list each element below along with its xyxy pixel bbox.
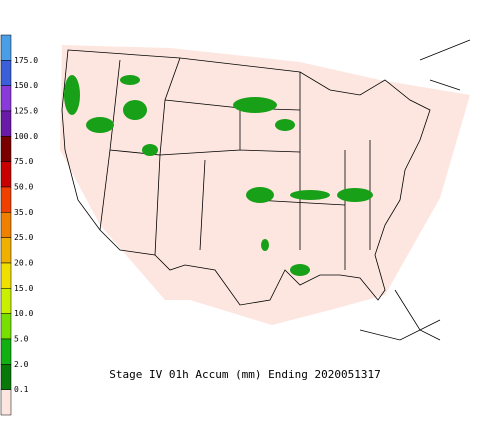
- legend-label: 75.0: [14, 157, 33, 166]
- legend-swatch: [0, 85, 12, 112]
- legend-swatch: [0, 237, 12, 264]
- legend-swatch: [0, 110, 12, 137]
- data-domain: [60, 45, 470, 325]
- legend-swatch: [0, 313, 12, 340]
- legend-swatch: [0, 288, 12, 314]
- legend-label: 0.1: [14, 385, 29, 394]
- legend-swatch: [0, 389, 12, 416]
- legend-label: 125.0: [14, 107, 38, 116]
- legend-label: 2.0: [14, 360, 29, 369]
- legend: 175.0 150.0 125.0 100.0 75.0 50.0 35.0 25.0 20.0…: [0, 34, 38, 416]
- legend-swatch: [0, 364, 12, 390]
- legend-label: 20.0: [14, 259, 33, 268]
- legend-label: 5.0: [14, 335, 29, 344]
- legend-swatch: [0, 212, 12, 238]
- legend-label: 25.0: [14, 233, 33, 242]
- legend-label: 100.0: [14, 132, 38, 141]
- legend-label: 175.0: [14, 56, 38, 65]
- caption: Stage IV 01h Accum (mm) Ending 202005131…: [109, 368, 381, 381]
- legend-label: 35.0: [14, 208, 33, 217]
- legend-swatch: [0, 262, 12, 289]
- legend-label: 50.0: [14, 183, 33, 192]
- legend-swatch: [0, 161, 12, 188]
- legend-swatch: [0, 338, 12, 365]
- legend-swatch: [0, 136, 12, 162]
- legend-swatch: [0, 60, 12, 86]
- legend-swatch: [0, 34, 12, 61]
- precip-map: [60, 39, 471, 341]
- legend-label: 150.0: [14, 81, 38, 90]
- legend-swatch: [0, 186, 12, 213]
- legend-label: 10.0: [14, 309, 33, 318]
- boundaries: [61, 39, 471, 341]
- precip-areas: [64, 75, 373, 276]
- legend-label: 15.0: [14, 284, 33, 293]
